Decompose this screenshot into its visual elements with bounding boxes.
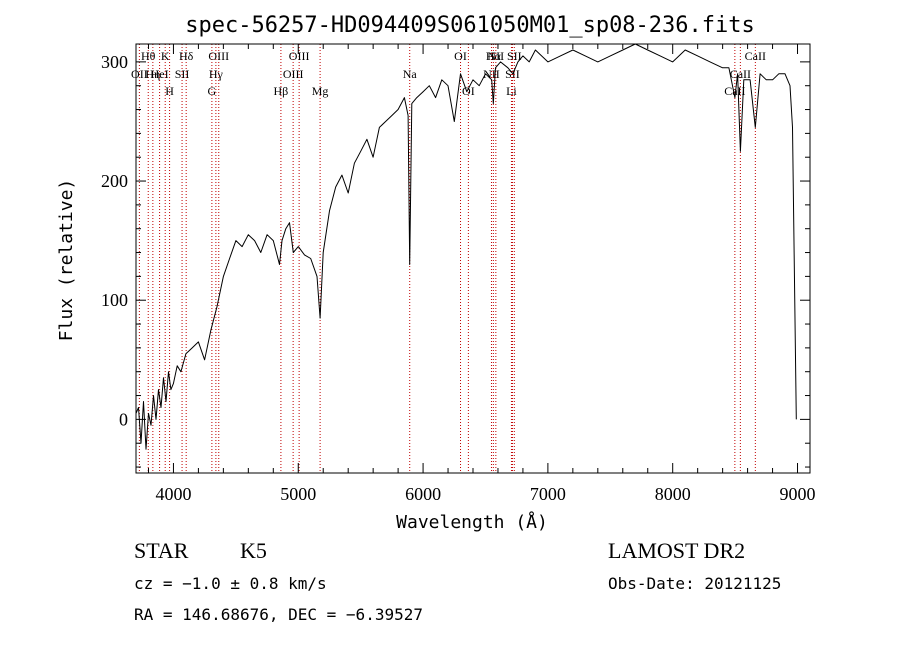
line-marker-label-11: Hβ [274,84,289,98]
line-marker-label-9: Hγ [209,67,224,81]
coordinates-text: RA = 146.68676, DEC = −6.39527 [134,605,423,624]
x-tick-label: 7000 [530,484,566,504]
obs-date-text: Obs-Date: 20121125 [608,574,781,593]
line-marker-label-21: Li [506,84,517,98]
line-marker-label-26: CaII [745,49,766,63]
line-marker-label-24: CaII [724,84,745,98]
axis-ticks: 4000 5000 6000 7000 8000 9000 0 100 200 300 [101,44,816,504]
line-marker-label-7: Hδ [179,49,194,63]
line-marker-label-23: SII [507,49,522,63]
line-marker-label-5: H [165,84,174,98]
line-marker-label-3: HeI [151,67,169,81]
spectrum-line-0 [135,43,797,450]
x-axis-label: Wavelength (Å) [396,511,548,533]
line-marker-label-12: OIII [283,67,304,81]
y-axis-label: Flux (relative) [56,179,77,342]
object-type: STAR [134,538,189,563]
x-tick-label: 4000 [155,484,191,504]
line-marker-label-8: G [208,84,217,98]
line-marker-label-6: SII [175,67,190,81]
series-layer [135,43,797,450]
survey-name: LAMOST DR2 [608,538,745,563]
line-marker-label-10: OIII [208,49,229,63]
line-marker-label-16: OI [454,49,467,63]
line-marker-label-4: K [161,49,170,63]
line-marker-label-13: OIII [289,49,310,63]
spectral-subclass: K5 [240,538,267,563]
plot-frame [135,43,811,474]
line-marker-label-2: Hη [145,67,160,81]
y-tick-label: 0 [119,409,128,429]
line-marker-label-14: Mg [312,84,329,98]
line-marker-label-1: Hθ [141,49,156,63]
y-tick-label: 300 [101,52,128,72]
line-marker-label-25: CaII [730,67,751,81]
chart-title: spec-56257-HD094409S061050M01_sp08-236.f… [185,13,755,38]
x-tick-label: 6000 [405,484,441,504]
line-marker-layer: OIIHθHηHeIKHSIIHδGHγOIIIHβOIIIOIIIMgNaOI… [131,44,766,473]
x-tick-label: 9000 [780,484,816,504]
line-marker-label-0: OII [131,67,148,81]
line-marker-label-19: Hα [486,49,502,63]
y-tick-label: 100 [101,290,128,310]
y-tick-label: 200 [101,171,128,191]
redshift-text: cz = −1.0 ± 0.8 km/s [134,574,327,593]
x-tick-label: 5000 [280,484,316,504]
line-marker-label-17: OI [462,84,475,98]
line-marker-label-15: Na [403,67,418,81]
line-marker-label-20: NII [488,49,505,63]
x-tick-label: 8000 [655,484,691,504]
